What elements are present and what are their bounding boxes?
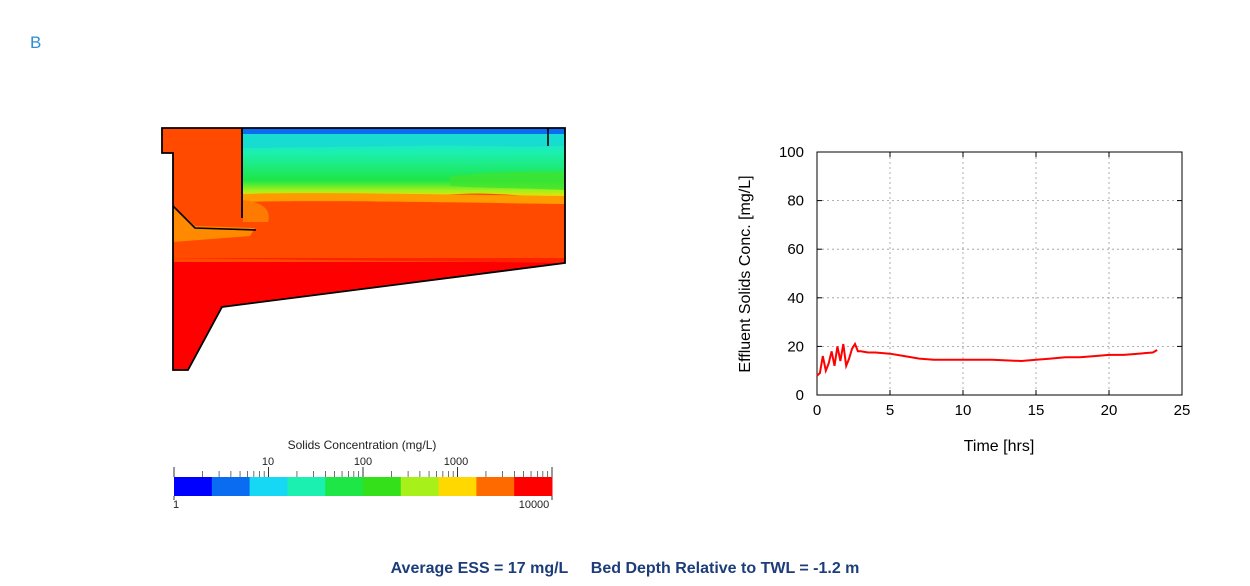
y-tick-label: 0	[796, 387, 804, 404]
y-tick-label: 20	[787, 338, 804, 355]
y-tick-label: 60	[787, 241, 804, 258]
colorbar-tick-label-10: 10	[262, 456, 274, 468]
colorbar: Solids Concentration (mg/L) 10 100 1000 …	[173, 438, 553, 511]
colorbar-min-label: 1	[173, 499, 179, 511]
top-blue-strip	[243, 128, 565, 134]
colorbar-swatch	[400, 477, 440, 496]
sludge-interface	[162, 258, 565, 263]
inlet-baffle	[172, 205, 257, 231]
average-ess: Average ESS = 17 mg/L	[390, 560, 569, 577]
colorbar-title: Solids Concentration (mg/L)	[288, 438, 437, 452]
colorbar-ticks	[173, 467, 553, 500]
x-tick-label: 10	[955, 402, 972, 419]
inlet-mixing	[173, 206, 255, 242]
colorbar-swatch	[363, 477, 402, 496]
colorbar-swatch	[287, 477, 326, 496]
colorbar-swatch	[514, 477, 553, 496]
x-tick-label: 20	[1101, 402, 1118, 419]
summary-line: Average ESS = 17 mg/L Bed Depth Relative…	[0, 560, 1250, 578]
green-band	[450, 171, 565, 190]
x-axis-ticks: 0 5 10 15 20 25	[813, 152, 1191, 419]
colorbar-swatch	[249, 477, 288, 496]
colorbar-swatches	[174, 477, 553, 496]
effluent-solids-chart: 0 5 10 15 20 25 0 20 40 60 80 100 Time [hrs] Efflu…	[737, 144, 1191, 455]
colorbar-swatch	[438, 477, 477, 496]
clarifier-contour-plot	[161, 127, 566, 371]
series-line	[816, 341, 1158, 377]
panel-label: B	[30, 33, 42, 52]
colorbar-tick-label-1000: 1000	[444, 456, 468, 468]
x-tick-label: 0	[813, 402, 821, 419]
y-axis-ticks: 0 20 40 60 80 100	[779, 144, 1182, 404]
plot-frame	[816, 151, 1183, 396]
colorbar-swatch	[174, 477, 213, 496]
y-tick-label: 80	[787, 193, 804, 210]
inlet-eddy	[243, 200, 269, 222]
y-tick-label: 40	[787, 290, 804, 307]
colorbar-swatch	[211, 477, 251, 496]
y-tick-label: 100	[779, 144, 804, 161]
bed-depth: Bed Depth Relative to TWL = -1.2 m	[590, 560, 860, 577]
tank-outline	[161, 127, 566, 371]
orange-interface	[243, 193, 565, 204]
chart-grid	[817, 152, 1182, 395]
x-tick-label: 5	[886, 402, 894, 419]
y-axis-label: Effluent Solids Conc. [mg/L]	[737, 175, 754, 372]
x-tick-label: 15	[1028, 402, 1045, 419]
colorbar-swatch	[325, 477, 364, 496]
x-tick-label: 25	[1174, 402, 1191, 419]
x-axis-label: Time [hrs]	[964, 438, 1035, 455]
colorbar-swatch	[476, 477, 515, 496]
colorbar-tick-label-100: 100	[354, 456, 372, 468]
colorbar-max-label: 10000	[519, 499, 550, 511]
